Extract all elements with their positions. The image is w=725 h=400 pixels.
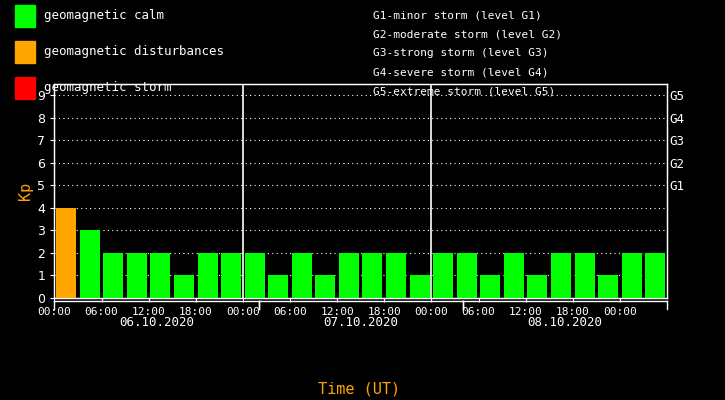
Bar bbox=[221, 253, 241, 298]
Text: G1-minor storm (level G1): G1-minor storm (level G1) bbox=[373, 10, 542, 20]
Bar bbox=[574, 253, 594, 298]
Bar bbox=[197, 253, 218, 298]
Bar bbox=[56, 208, 76, 298]
Text: G5-extreme storm (level G5): G5-extreme storm (level G5) bbox=[373, 87, 555, 97]
Bar bbox=[150, 253, 170, 298]
Bar bbox=[362, 253, 383, 298]
Bar bbox=[598, 276, 618, 298]
Y-axis label: Kp: Kp bbox=[18, 182, 33, 200]
Bar bbox=[103, 253, 123, 298]
Text: G3-strong storm (level G3): G3-strong storm (level G3) bbox=[373, 48, 549, 58]
Bar bbox=[291, 253, 312, 298]
Text: Time (UT): Time (UT) bbox=[318, 381, 400, 396]
Text: G4-severe storm (level G4): G4-severe storm (level G4) bbox=[373, 68, 549, 78]
Bar bbox=[621, 253, 642, 298]
Text: G2-moderate storm (level G2): G2-moderate storm (level G2) bbox=[373, 29, 563, 39]
Bar bbox=[80, 230, 100, 298]
Bar bbox=[315, 276, 336, 298]
Bar bbox=[527, 276, 547, 298]
Bar bbox=[433, 253, 453, 298]
Text: 06.10.2020: 06.10.2020 bbox=[119, 316, 194, 328]
Text: geomagnetic storm: geomagnetic storm bbox=[44, 82, 171, 94]
Text: 08.10.2020: 08.10.2020 bbox=[527, 316, 602, 328]
Bar bbox=[457, 253, 477, 298]
Bar bbox=[504, 253, 524, 298]
Bar bbox=[551, 253, 571, 298]
Text: geomagnetic disturbances: geomagnetic disturbances bbox=[44, 46, 223, 58]
Bar bbox=[174, 276, 194, 298]
Text: geomagnetic calm: geomagnetic calm bbox=[44, 10, 164, 22]
Bar bbox=[386, 253, 406, 298]
Bar bbox=[127, 253, 147, 298]
Bar bbox=[339, 253, 359, 298]
Bar bbox=[480, 276, 500, 298]
Text: 07.10.2020: 07.10.2020 bbox=[323, 316, 398, 328]
Bar bbox=[268, 276, 289, 298]
Bar bbox=[410, 276, 430, 298]
Bar bbox=[244, 253, 265, 298]
Bar bbox=[645, 253, 666, 298]
